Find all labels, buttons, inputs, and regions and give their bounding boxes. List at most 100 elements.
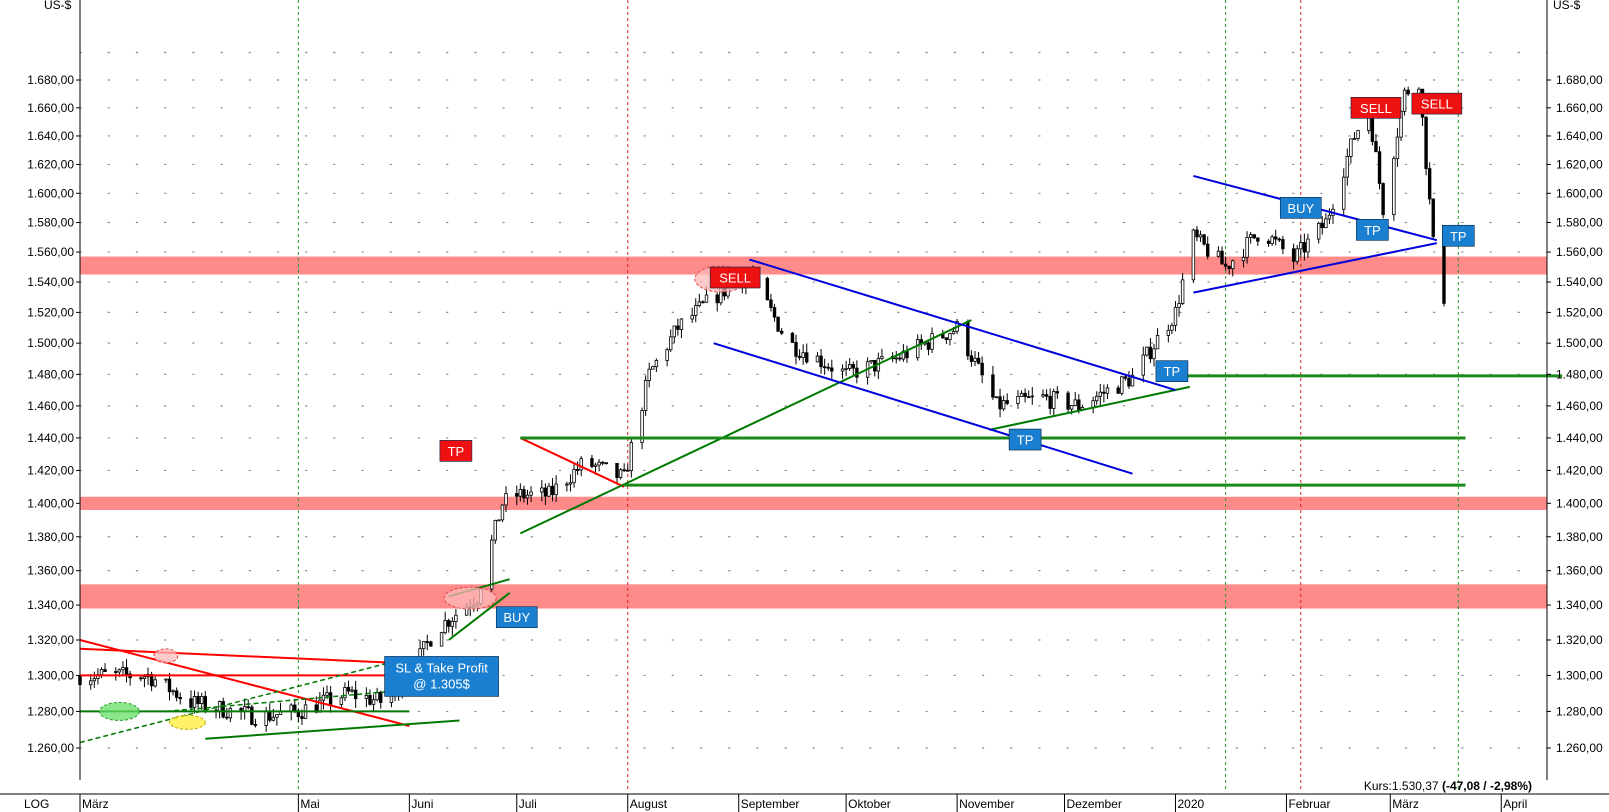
signal-box xyxy=(439,440,473,462)
resistance-zones xyxy=(80,256,1547,609)
candle-body xyxy=(328,692,333,705)
candle-body xyxy=(271,716,276,721)
candle-body xyxy=(826,366,830,369)
x-tick-label: 2020 xyxy=(1177,797,1204,811)
signal-buy: BUY xyxy=(495,606,538,629)
candle-body xyxy=(246,706,250,709)
candle-body xyxy=(1256,237,1260,242)
candle-body xyxy=(1055,391,1060,394)
candle-body xyxy=(1044,394,1049,397)
candle-body xyxy=(1274,236,1278,240)
candlestick-series xyxy=(78,86,1446,732)
y-tick-label-right: 1.500,00 xyxy=(1556,336,1603,350)
resistance-zone xyxy=(80,256,1547,275)
y-tick-label-right: 1.560,00 xyxy=(1556,245,1603,259)
candle-body xyxy=(1392,158,1396,216)
signal-box xyxy=(495,606,538,629)
candle-body xyxy=(1277,238,1281,241)
candle-body xyxy=(171,690,175,693)
candle-body xyxy=(529,491,533,496)
candle-body xyxy=(894,357,898,360)
candle-body xyxy=(1202,234,1206,245)
trendline xyxy=(448,592,511,641)
y-tick-label-left: 1.580,00 xyxy=(27,215,74,229)
candle-body xyxy=(515,493,519,497)
candle-body xyxy=(124,667,129,675)
y-tick-label-left: 1.260,00 xyxy=(27,741,74,755)
candle-body xyxy=(597,461,601,466)
candle-body xyxy=(550,485,555,496)
candle-body xyxy=(1324,218,1328,229)
signal-box xyxy=(709,266,761,289)
candle-body xyxy=(651,366,655,370)
quote-label: Kurs: xyxy=(1364,779,1392,793)
x-tick-label: August xyxy=(630,797,668,811)
candle-body xyxy=(1295,248,1299,262)
candle-body xyxy=(1424,116,1428,169)
candle-body xyxy=(647,368,651,381)
candle-body xyxy=(1306,238,1310,253)
candle-body xyxy=(593,464,598,467)
candle-body xyxy=(944,337,949,340)
candle-body xyxy=(851,364,855,369)
candle-body xyxy=(89,680,93,686)
candle-body xyxy=(1180,279,1185,304)
signal-label: TP xyxy=(1450,229,1467,244)
y-tick-label-left: 1.540,00 xyxy=(27,275,74,289)
candle-body xyxy=(1266,240,1271,244)
candle-body xyxy=(1191,229,1196,281)
highlight-ellipse xyxy=(153,648,179,664)
candle-body xyxy=(368,695,372,705)
candle-body xyxy=(980,362,984,376)
signal-box xyxy=(1155,360,1189,382)
candle-body xyxy=(948,333,952,340)
highlight-ellipse xyxy=(98,701,140,721)
candle-body xyxy=(1105,387,1110,394)
candle-body xyxy=(1145,346,1149,356)
signal-sell: SELL xyxy=(1411,92,1463,115)
y-tick-label-left: 1.620,00 xyxy=(27,157,74,171)
y-tick-label-left: 1.280,00 xyxy=(27,704,74,718)
candle-body xyxy=(951,330,956,335)
y-tick-label-left: 1.560,00 xyxy=(27,245,74,259)
candle-body xyxy=(1148,346,1153,360)
horizontal-levels xyxy=(520,374,1563,487)
y-tick-label-right: 1.280,00 xyxy=(1556,704,1603,718)
candle-body xyxy=(1316,222,1321,240)
candle-body xyxy=(1281,239,1285,250)
signal-tp: TP xyxy=(1442,224,1475,247)
candle-body xyxy=(1195,229,1199,238)
signal-box xyxy=(1356,219,1389,241)
y-tick-label-left: 1.460,00 xyxy=(27,399,74,413)
candle-body xyxy=(1170,325,1174,331)
candle-body xyxy=(264,711,268,726)
candle-body xyxy=(1299,242,1303,250)
candle-body xyxy=(425,641,429,643)
candle-body xyxy=(225,716,229,719)
candle-body xyxy=(497,519,501,522)
y-tick-label-left: 1.660,00 xyxy=(27,101,74,115)
candle-body xyxy=(1406,89,1410,95)
candle-body xyxy=(1073,399,1077,406)
candle-body xyxy=(715,294,719,304)
candle-body xyxy=(346,687,351,692)
candle-body xyxy=(626,469,630,472)
candle-body xyxy=(855,367,859,378)
candle-body xyxy=(1245,237,1249,258)
candle-body xyxy=(1116,387,1120,394)
candle-body xyxy=(572,469,576,484)
candle-body xyxy=(1127,377,1131,387)
candle-body xyxy=(1001,400,1006,410)
y-tick-label-left: 1.480,00 xyxy=(27,367,74,381)
x-tick-label: Juni xyxy=(411,797,433,811)
candle-body xyxy=(991,374,995,398)
candle-body xyxy=(1320,222,1324,229)
candle-body xyxy=(822,366,827,369)
candle-body xyxy=(1231,260,1235,270)
signal-tp-red: TP xyxy=(439,440,473,462)
y-tick-label-right: 1.260,00 xyxy=(1556,741,1603,755)
candle-body xyxy=(250,706,254,725)
y-tick-label-right: 1.600,00 xyxy=(1556,186,1603,200)
dashed-resistance-line xyxy=(165,689,410,713)
signal-tp: TP xyxy=(1356,219,1389,241)
